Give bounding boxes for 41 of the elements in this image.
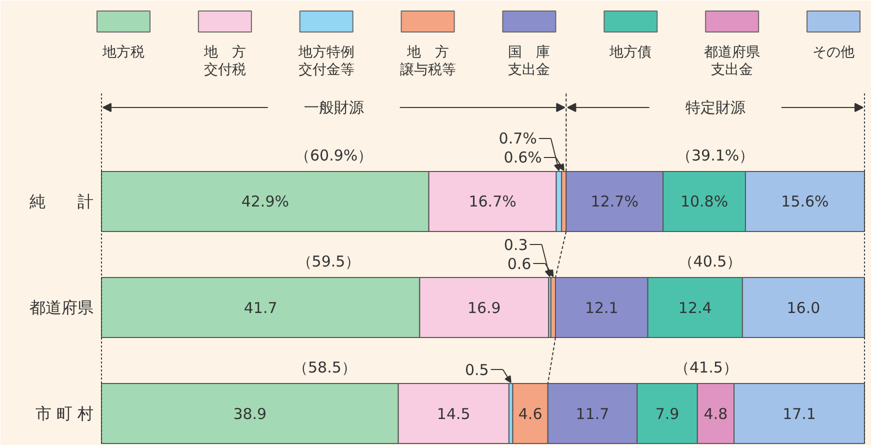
- annotation: （40.5）: [678, 252, 742, 270]
- data-label: 0.7%: [498, 130, 537, 148]
- data-label: 12.4: [678, 299, 712, 317]
- legend-label: 都道府県支出金: [704, 44, 760, 78]
- data-label: 10.8%: [680, 192, 728, 210]
- data-label: 7.9: [655, 405, 680, 423]
- data-label: 17.1: [782, 405, 816, 423]
- data-label: 12.1: [584, 299, 618, 317]
- annotation: （59.5）: [296, 252, 360, 270]
- y-tick-label: 都道府県: [30, 298, 94, 317]
- data-label: 38.9: [233, 405, 267, 423]
- annotation: （58.5）: [292, 358, 356, 376]
- data-label: 16.0: [786, 299, 820, 317]
- data-label: 0.5: [464, 361, 489, 379]
- annotation: （60.9%）: [295, 146, 373, 164]
- y-tick-label: 純 計: [30, 192, 94, 211]
- legend-label: 地方債: [608, 44, 652, 60]
- data-label: 42.9%: [241, 192, 289, 210]
- data-label: 12.7%: [590, 192, 638, 210]
- legend-label: 地方税: [102, 44, 144, 60]
- data-label: 16.9: [467, 299, 501, 317]
- annotation: （39.1%）: [676, 146, 754, 164]
- data-label: 4.6: [518, 405, 542, 423]
- data-label: 16.7%: [468, 192, 516, 210]
- data-label: 41.7: [244, 299, 278, 317]
- data-label: 0.6%: [504, 148, 542, 166]
- data-label: 14.5: [436, 405, 470, 423]
- data-label: 15.6%: [781, 192, 829, 210]
- legend-label: その他: [812, 44, 854, 60]
- legend-label: 地方特例交付金等: [297, 44, 354, 78]
- legend-label: 国 庫支出金: [508, 44, 550, 78]
- data-label: 11.7: [576, 405, 610, 423]
- y-tick-label: 市 町 村: [35, 404, 94, 423]
- legend-label: 地 方交付税: [202, 44, 246, 78]
- data-label: 0.6: [507, 255, 532, 273]
- data-label: 0.3: [504, 236, 528, 254]
- annotation: 特定財源: [685, 98, 746, 116]
- annotation: 一般財源: [304, 98, 364, 116]
- data-label: 4.8: [704, 405, 728, 423]
- legend-label: 地 方譲与税等: [400, 44, 456, 78]
- annotation: （41.5）: [674, 358, 738, 376]
